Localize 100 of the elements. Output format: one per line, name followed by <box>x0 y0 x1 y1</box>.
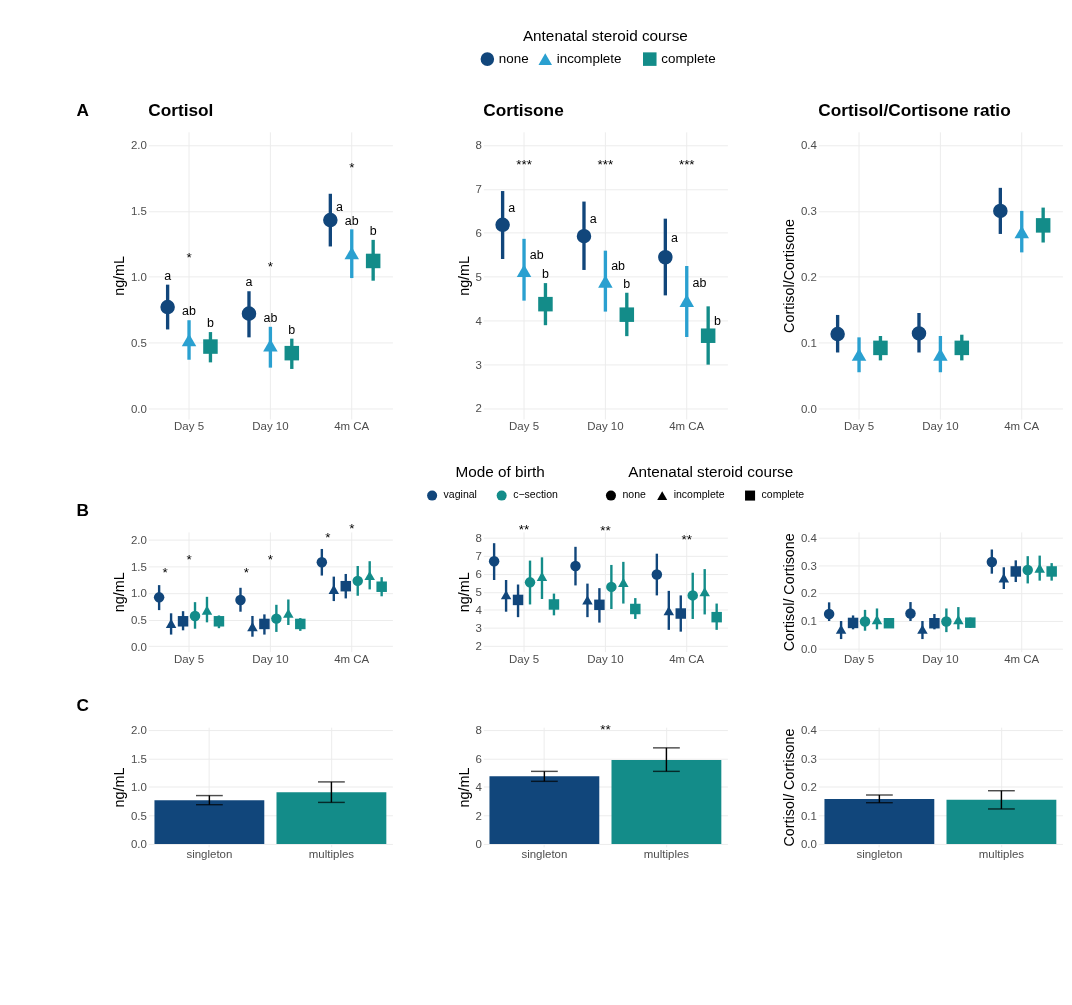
data-label: ab <box>692 276 707 291</box>
y-tick-label: 0.1 <box>800 615 817 628</box>
y-tick-label: 8 <box>475 724 482 737</box>
annotation: ** <box>600 722 611 738</box>
x-tick-label: Day 5 <box>174 420 205 433</box>
legend-title: Antenatal steroid course <box>522 26 688 44</box>
y-tick-label: 0.4 <box>800 724 818 737</box>
y-tick-label: 0.5 <box>130 809 147 822</box>
x-tick-label: 4m CA <box>1004 420 1040 433</box>
x-tick-label: 4m CA <box>334 652 370 665</box>
x-tick-label: 4m CA <box>334 420 370 433</box>
text: C <box>76 694 90 715</box>
annotation: * <box>349 160 355 176</box>
data-label: a <box>589 211 597 226</box>
y-axis-title: ng/mL <box>111 572 128 613</box>
data-label: a <box>671 230 679 245</box>
text: Antenatal steroid course <box>628 463 794 481</box>
y-tick-label: 0.0 <box>130 640 147 653</box>
x-tick-label: Day 5 <box>174 652 205 665</box>
y-tick-label: 1.5 <box>130 560 147 573</box>
annotation: ** <box>600 523 611 539</box>
data-label: a <box>245 275 253 290</box>
x-tick-label: singleton <box>856 847 903 860</box>
annotation: ** <box>681 531 692 547</box>
y-tick-label: 0.0 <box>800 643 817 656</box>
x-tick-label: Day 5 <box>844 652 875 665</box>
annotation: * <box>267 259 273 275</box>
y-tick-label: 4 <box>475 604 483 617</box>
x-tick-label: Day 10 <box>252 420 289 433</box>
legend-label: vaginal <box>443 488 477 501</box>
x-tick-label: singleton <box>521 847 568 860</box>
chart-title: Cortisol <box>148 99 214 120</box>
y-tick-label: 6 <box>475 227 482 239</box>
x-tick-label: 4m CA <box>1004 652 1040 665</box>
y-tick-label: 0.3 <box>800 205 817 218</box>
y-tick-label: 1.0 <box>130 587 147 600</box>
text: incomplete <box>673 488 725 501</box>
y-tick-label: 6 <box>475 752 482 765</box>
y-tick-label: 2 <box>475 809 482 822</box>
data-label: a <box>336 199 344 214</box>
x-tick-label: multiples <box>308 847 355 860</box>
y-tick-label: 0.2 <box>800 587 817 600</box>
data-label: b <box>206 316 214 331</box>
y-tick-label: 0.0 <box>800 402 817 415</box>
y-tick-label: 0.3 <box>800 559 817 572</box>
annotation: * <box>186 551 192 567</box>
x-tick-label: Day 5 <box>509 420 540 433</box>
data-label: b <box>369 224 377 239</box>
data-label: a <box>164 268 172 283</box>
y-tick-label: 5 <box>475 586 482 599</box>
text: none <box>622 488 646 501</box>
y-tick-label: 1.5 <box>130 752 147 765</box>
y-tick-label: 4 <box>475 781 483 794</box>
data-label: ab <box>611 258 626 273</box>
annotation: *** <box>516 156 532 172</box>
annotation: * <box>186 249 192 265</box>
y-tick-label: 1.0 <box>130 271 147 284</box>
legend-label: complete <box>661 50 716 66</box>
y-tick-label: 2 <box>475 640 482 653</box>
y-tick-label: 0.0 <box>800 838 817 851</box>
y-tick-label: 2 <box>475 402 482 415</box>
y-tick-label: 7 <box>475 549 482 562</box>
annotation: * <box>243 564 250 580</box>
annotation: * <box>162 564 168 580</box>
y-axis-title: Cortisol/ Cortisone <box>781 728 798 847</box>
x-tick-label: multiples <box>643 847 690 860</box>
y-tick-label: 0.0 <box>130 402 147 415</box>
y-tick-label: 0.5 <box>130 336 147 349</box>
y-tick-label: 0.5 <box>130 614 147 626</box>
x-tick-label: Day 10 <box>587 420 624 433</box>
chart-title: Cortisone <box>483 99 564 120</box>
y-tick-label: 7 <box>475 183 482 196</box>
y-tick-label: 0.4 <box>800 139 818 152</box>
data-label: ab <box>263 311 278 326</box>
y-tick-label: 3 <box>475 358 482 371</box>
annotation: *** <box>597 156 614 172</box>
annotation: * <box>325 530 331 546</box>
legend-label: c−section <box>513 488 559 501</box>
x-tick-label: Day 5 <box>509 652 540 665</box>
y-tick-label: 0.0 <box>130 838 147 851</box>
data-label: ab <box>182 304 197 319</box>
y-tick-label: 2.0 <box>130 534 147 547</box>
data-label: b <box>713 313 721 328</box>
y-axis-title: ng/mL <box>455 255 472 296</box>
data-label: b <box>541 267 549 282</box>
x-tick-label: Day 5 <box>844 420 875 433</box>
y-tick-label: 0 <box>475 838 482 851</box>
legend-label: none <box>498 50 529 66</box>
legend-label: incomplete <box>556 50 622 66</box>
y-tick-label: 4 <box>475 314 483 327</box>
x-tick-label: Day 10 <box>922 420 959 433</box>
y-tick-label: 8 <box>475 139 482 152</box>
y-axis-title: ng/mL <box>111 767 128 808</box>
y-tick-label: 1.0 <box>130 781 147 794</box>
data-label: ab <box>344 213 359 228</box>
y-axis-title: Cortisol/ Cortisone <box>781 533 798 652</box>
x-tick-label: multiples <box>978 847 1025 860</box>
y-tick-label: 0.4 <box>800 531 818 544</box>
y-tick-label: 5 <box>475 270 482 283</box>
y-axis-title: ng/mL <box>111 255 128 296</box>
